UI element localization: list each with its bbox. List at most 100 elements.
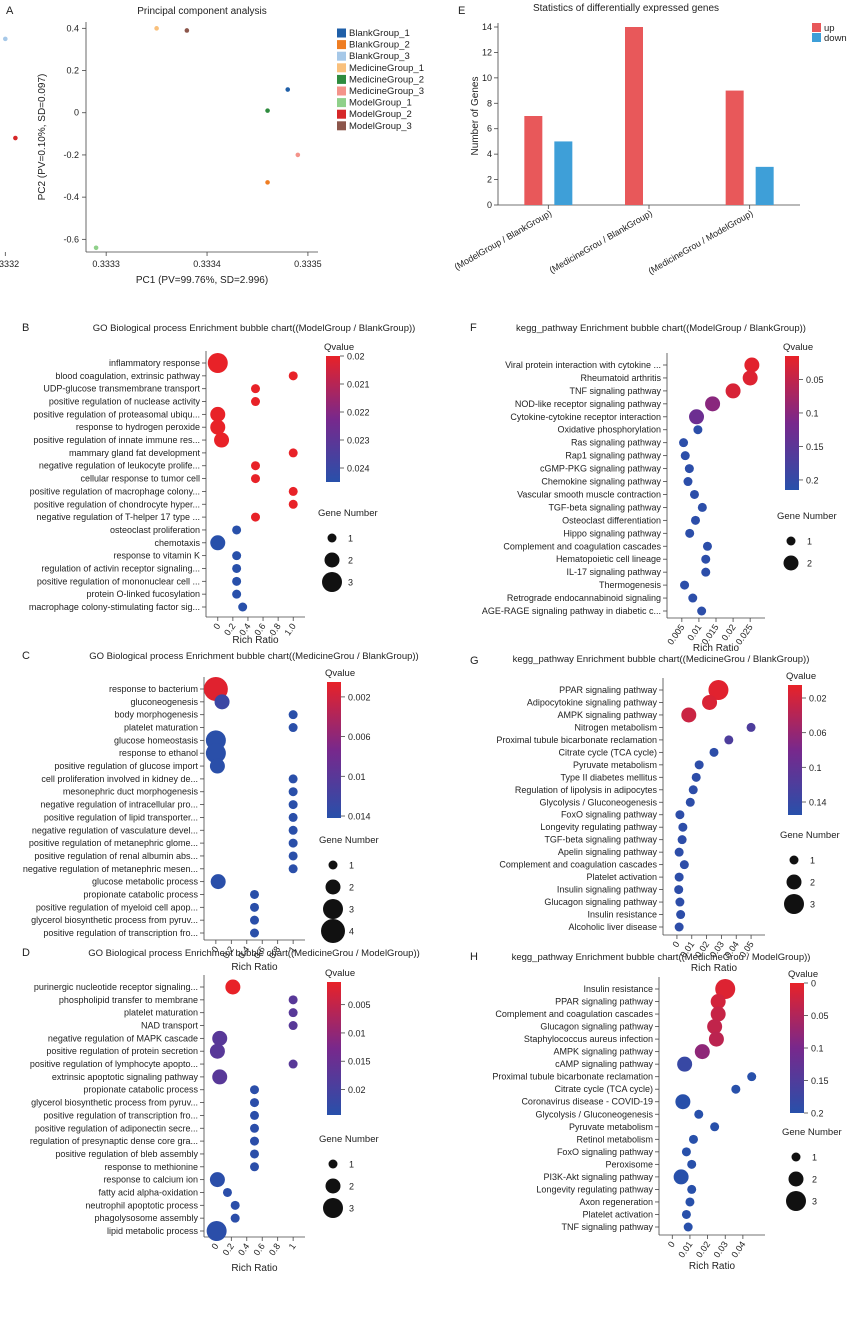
colorbar-tick-label: 0.1: [806, 408, 819, 418]
bubble-x-label: Rich Ratio: [689, 1261, 736, 1272]
deg-y-tick-label: 10: [482, 73, 492, 83]
bubble-term-label: response to bacterium: [109, 684, 198, 694]
colorbar-tick-label: 0.14: [809, 798, 827, 808]
pca-point: [285, 87, 291, 92]
bubble-point: [232, 589, 242, 599]
pca-y-label: PC2 (PV=0.10%, SD=0.097): [37, 74, 48, 201]
bubble-point: [673, 1169, 689, 1185]
bubble-x-tick-label: 0.02: [694, 1239, 712, 1259]
bubble-point: [212, 1030, 228, 1046]
pca-x-tick-label: 0.3332: [0, 259, 19, 269]
bubble-point: [251, 512, 260, 522]
colorbar-tick-label: 0.1: [811, 1044, 824, 1054]
bubble-point: [288, 1008, 298, 1018]
pca-y-tick-label: 0.4: [66, 23, 79, 33]
bubble-term-label: Glucagon signaling pathway: [540, 1022, 653, 1032]
gene-number-legend-dot: [328, 1159, 338, 1169]
bubble-point: [250, 902, 259, 912]
bubble-x-tick-label: 0.03: [712, 1239, 730, 1259]
bubble-term-label: TGF-beta signaling pathway: [548, 502, 661, 512]
qvalue-legend-title: Qvalue: [324, 342, 354, 353]
gene-number-legend-dot: [789, 855, 799, 865]
colorbar-tick-label: 0.022: [347, 408, 370, 418]
qvalue-colorbar: [785, 356, 799, 490]
gene-number-legend-dot: [325, 879, 341, 895]
bubble-term-label: mammary gland fat development: [69, 448, 201, 458]
bubble-term-label: positive regulation of mononuclear cell …: [37, 576, 200, 586]
pca-point: [13, 135, 18, 141]
bubble-point: [230, 1200, 240, 1210]
pca-y-tick-label: -0.2: [63, 150, 79, 160]
bubble-term-label: extrinsic apoptotic signaling pathway: [52, 1072, 199, 1082]
bubble-point: [250, 1149, 259, 1159]
bubble-term-label: Insulin resistance: [587, 910, 657, 920]
bubble-point: [688, 593, 698, 603]
bubble-point: [708, 1031, 724, 1047]
pca-legend-swatch: [337, 109, 346, 119]
bubble-point: [693, 425, 703, 435]
bubble-term-label: glucose homeostasis: [114, 735, 199, 745]
bubble-point: [288, 486, 298, 496]
bubble-point: [742, 370, 758, 386]
bubble-term-label: gluconeogenesis: [130, 697, 198, 707]
deg-legend-label: down: [824, 33, 847, 44]
pca-legend-label: ModelGroup_3: [349, 121, 412, 132]
colorbar-tick-label: 0.01: [348, 1028, 366, 1038]
gene-number-legend-dot: [784, 894, 804, 914]
bubble-term-label: FoxO signaling pathway: [557, 1147, 654, 1157]
pca-x-tick-label: 0.3335: [294, 259, 322, 269]
bubble-x-tick-label: 0.2: [221, 1241, 236, 1257]
bubble-term-label: response to calcium ion: [103, 1175, 198, 1185]
bubble-term-label: Retinol metabolism: [576, 1134, 653, 1144]
bubble-term-label: cAMP signaling pathway: [555, 1059, 653, 1069]
pca-legend-swatch: [337, 51, 346, 61]
bubble-chart-D: GO Biological process Enrichment bubble …: [30, 948, 420, 1274]
gene-number-legend-label: 2: [349, 883, 354, 893]
bubble-term-label: positive regulation of renal albumin abs…: [34, 851, 198, 861]
bubble-chart-F: kegg_pathway Enrichment bubble chart((Mo…: [482, 323, 837, 654]
bubble-term-label: cell proliferation involved in kidney de…: [41, 774, 198, 784]
bubble-point: [251, 397, 260, 407]
bubble-point: [288, 774, 298, 784]
gene-number-legend-label: 2: [812, 1175, 817, 1185]
bubble-term-label: PPAR signaling pathway: [559, 685, 657, 695]
bubble-point: [747, 1072, 757, 1082]
bubble-point: [232, 551, 242, 561]
bubble-term-label: neutrophil apoptotic process: [85, 1200, 198, 1210]
bubble-term-label: Complement and coagulation cascades: [503, 541, 661, 551]
qvalue-legend-title: Qvalue: [786, 671, 816, 682]
bubble-x-label: Rich Ratio: [231, 1263, 278, 1274]
bubble-term-label: Rheumatoid arthritis: [580, 373, 661, 383]
bubble-term-label: negative regulation of MAPK cascade: [48, 1033, 198, 1043]
gene-number-legend-dot: [324, 552, 340, 568]
gene-number-legend-label: 1: [349, 861, 354, 871]
bubble-point: [683, 1222, 693, 1232]
bubble-term-label: Longevity regulating pathway: [540, 822, 657, 832]
gene-number-legend-label: 3: [810, 900, 815, 910]
bubble-title: kegg_pathway Enrichment bubble chart((Me…: [513, 654, 810, 665]
pca-x-tick-label: 0.3334: [193, 259, 221, 269]
bubble-term-label: negative regulation of leukocyte prolife…: [39, 461, 200, 471]
pca-y-tick-label: -0.4: [63, 192, 79, 202]
bubble-term-label: AGE-RAGE signaling pathway in diabetic c…: [482, 606, 661, 616]
bubble-point: [288, 812, 298, 822]
bubble-term-label: Ras signaling pathway: [571, 438, 662, 448]
bubble-term-label: positive regulation of bleb assembly: [55, 1149, 198, 1159]
gene-number-legend-dot: [783, 555, 799, 571]
gene-number-legend-title: Gene Number: [318, 508, 378, 519]
pca-point: [184, 28, 190, 33]
pca-y-tick-label: 0.2: [66, 66, 79, 76]
bubble-x-tick-label: 0: [209, 1241, 220, 1251]
deg-y-tick-label: 8: [487, 98, 492, 108]
bubble-point: [206, 1221, 227, 1241]
colorbar-tick-label: 0.2: [811, 1109, 824, 1119]
bubble-term-label: positive regulation of macrophage colony…: [30, 486, 200, 496]
bubble-x-tick-label: 0: [211, 621, 222, 631]
bubble-term-label: Type II diabetes mellitus: [560, 772, 657, 782]
deg-x-tick-label: (MedicineGrou / ModelGroup): [647, 208, 755, 276]
bubble-term-label: positive regulation of proteasomal ubiqu…: [33, 409, 200, 419]
pca-legend-swatch: [337, 98, 346, 108]
bubble-point: [675, 1094, 691, 1110]
deg-y-tick-label: 6: [487, 124, 492, 134]
